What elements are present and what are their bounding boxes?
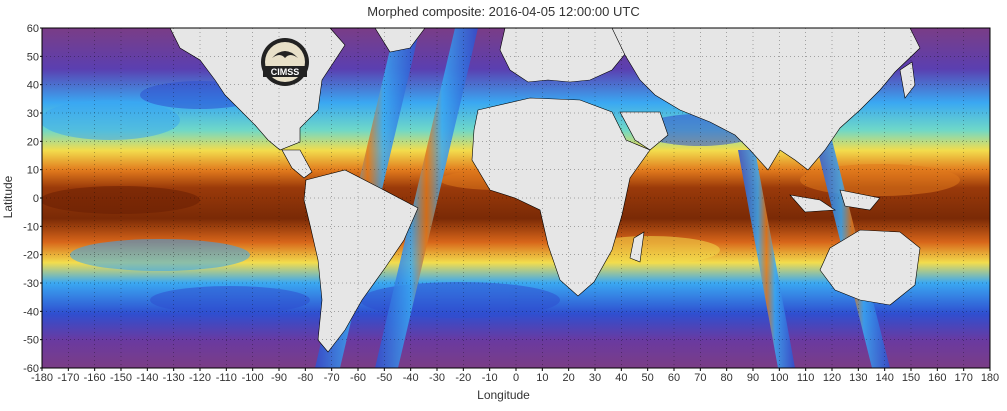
- x-tick-label: 80: [721, 372, 733, 384]
- map-title: Morphed composite: 2016-04-05 12:00:00 U…: [367, 4, 640, 19]
- x-tick-label: -60: [350, 372, 366, 384]
- x-tick-label: -180: [31, 372, 53, 384]
- x-tick-label: 100: [770, 372, 788, 384]
- x-tick-label: 160: [928, 372, 946, 384]
- x-tick-label: -130: [163, 372, 185, 384]
- y-tick-label: 30: [27, 108, 39, 120]
- y-tick-label: -50: [23, 335, 39, 347]
- y-tick-label: -10: [23, 221, 39, 233]
- x-tick-label: -70: [324, 372, 340, 384]
- graticule: [42, 28, 990, 368]
- x-tick-label: -120: [189, 372, 211, 384]
- cimss-logo: CIMSS: [261, 38, 309, 86]
- y-tick-label: -20: [23, 250, 39, 262]
- x-tick-label: -170: [57, 372, 79, 384]
- y-tick-label: 40: [27, 80, 39, 92]
- x-tick-label: -40: [403, 372, 419, 384]
- x-tick-label: -90: [271, 372, 287, 384]
- x-tick-label: -80: [297, 372, 313, 384]
- y-tick-label: 50: [27, 51, 39, 63]
- land-masses: [169, 28, 921, 353]
- x-tick-label: 110: [797, 372, 815, 384]
- x-tick-label: -110: [216, 372, 237, 384]
- x-tick-label: -150: [110, 372, 132, 384]
- x-axis-label: Longitude: [477, 388, 530, 402]
- x-tick-label: 90: [747, 372, 759, 384]
- x-tick-label: 170: [954, 372, 972, 384]
- x-tick-label: 20: [563, 372, 575, 384]
- y-tick-label: -40: [23, 306, 39, 318]
- x-tick-label: -100: [242, 372, 264, 384]
- x-tick-label: 50: [642, 372, 654, 384]
- x-tick-label: 40: [615, 372, 627, 384]
- y-tick-label: 0: [33, 193, 39, 205]
- x-tick-label: 10: [536, 372, 548, 384]
- x-tick-label: 140: [875, 372, 893, 384]
- x-tick-label: -160: [84, 372, 106, 384]
- y-tick-label: -60: [23, 363, 39, 375]
- x-tick-label: 120: [823, 372, 841, 384]
- x-tick-label: -50: [376, 372, 392, 384]
- x-tick-label: 180: [981, 372, 999, 384]
- x-tick-label: 70: [694, 372, 706, 384]
- x-tick-label: 30: [589, 372, 601, 384]
- y-tick-label: 10: [27, 165, 39, 177]
- x-tick-label: -20: [455, 372, 471, 384]
- x-tick-label: -30: [429, 372, 445, 384]
- x-tick-label: 130: [849, 372, 867, 384]
- y-axis-ticks: 60 50 40 30 20 10 0 -10 -20 -30 -40 -50 -60: [23, 23, 42, 375]
- x-tick-label: 0: [513, 372, 519, 384]
- y-axis-label: Latitude: [1, 175, 15, 219]
- logo-text: CIMSS: [271, 67, 300, 77]
- x-tick-label: -10: [482, 372, 498, 384]
- y-tick-label: 60: [27, 23, 39, 35]
- x-axis-ticks: -180 -170 -160 -150 -140 -130 -120 -110 -100 -90-…: [31, 368, 999, 384]
- x-tick-label: -140: [136, 372, 158, 384]
- x-tick-label: 150: [902, 372, 920, 384]
- x-tick-label: 60: [668, 372, 680, 384]
- y-tick-label: 20: [27, 136, 39, 148]
- y-tick-label: -30: [23, 278, 39, 290]
